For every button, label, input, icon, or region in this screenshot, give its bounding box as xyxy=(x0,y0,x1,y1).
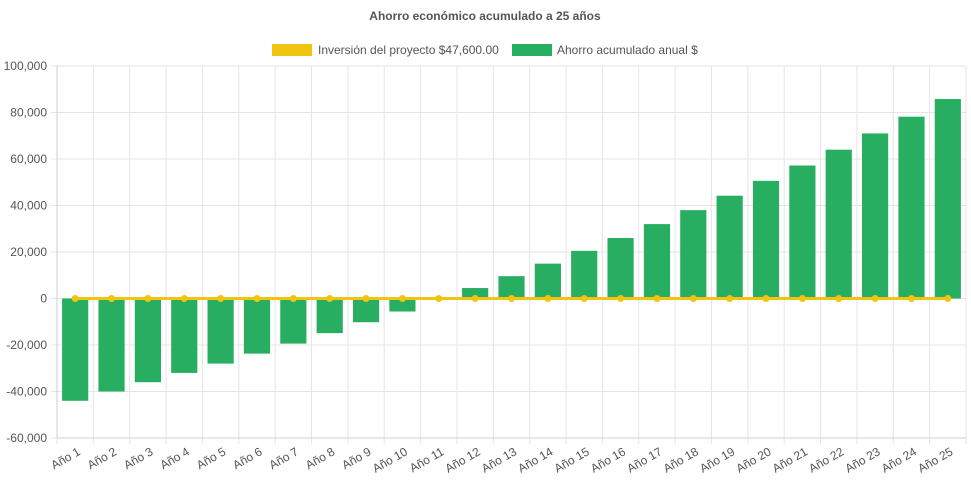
x-tick-label: Año 13 xyxy=(479,444,519,475)
bar-21[interactable] xyxy=(789,165,816,299)
bar-12[interactable] xyxy=(462,288,489,299)
x-tick-label: Año 20 xyxy=(734,444,774,475)
x-tick-label: Año 3 xyxy=(121,444,155,472)
legend-swatch-1[interactable] xyxy=(512,44,552,56)
x-tick-label: Año 10 xyxy=(370,444,410,475)
x-tick-label: Año 19 xyxy=(697,444,737,475)
line-point-13[interactable] xyxy=(508,295,515,302)
bar-8[interactable] xyxy=(316,298,343,334)
bar-14[interactable] xyxy=(534,263,561,299)
x-tick-label: Año 6 xyxy=(230,444,264,472)
bar-series xyxy=(62,99,961,401)
chart-title: Ahorro económico acumulado a 25 años xyxy=(369,9,601,23)
bar-6[interactable] xyxy=(243,298,271,354)
x-tick-label: Año 17 xyxy=(624,444,664,475)
line-point-10[interactable] xyxy=(398,295,406,302)
line-point-3[interactable] xyxy=(144,295,152,302)
bar-2[interactable] xyxy=(98,298,125,392)
line-series xyxy=(71,295,952,302)
x-tick-label: Año 24 xyxy=(879,444,919,475)
x-tick-label: Año 8 xyxy=(303,444,337,472)
x-tick-label: Año 16 xyxy=(588,444,628,475)
line-point-2[interactable] xyxy=(108,295,116,302)
bar-9[interactable] xyxy=(352,298,380,323)
x-tick-label: Año 5 xyxy=(194,444,228,472)
line-point-8[interactable] xyxy=(326,295,334,302)
y-tick-label: 100,000 xyxy=(4,59,48,73)
x-tick-label: Año 4 xyxy=(158,444,192,472)
line-point-9[interactable] xyxy=(362,295,370,302)
y-tick-label: 20,000 xyxy=(10,245,47,259)
line-point-21[interactable] xyxy=(798,295,806,302)
bar-24[interactable] xyxy=(898,116,925,299)
line-point-20[interactable] xyxy=(762,295,770,302)
line-point-4[interactable] xyxy=(180,295,188,302)
x-tick-label: Año 1 xyxy=(49,444,83,472)
bar-22[interactable] xyxy=(825,149,852,299)
bar-10[interactable] xyxy=(389,298,416,312)
line-point-15[interactable] xyxy=(580,295,588,302)
line-point-1[interactable] xyxy=(71,295,79,302)
line-point-22[interactable] xyxy=(835,295,843,302)
bar-4[interactable] xyxy=(171,298,198,373)
legend-swatch-0[interactable] xyxy=(272,44,312,56)
bar-3[interactable] xyxy=(134,298,161,383)
bar-15[interactable] xyxy=(571,250,598,299)
bar-23[interactable] xyxy=(862,133,889,299)
y-tick-label: 0 xyxy=(40,292,47,306)
line-point-19[interactable] xyxy=(726,295,734,302)
y-tick-label: -40,000 xyxy=(6,385,47,399)
line-point-24[interactable] xyxy=(907,295,915,302)
line-point-25[interactable] xyxy=(944,295,952,302)
x-tick-label: Año 22 xyxy=(806,444,846,475)
bar-16[interactable] xyxy=(607,238,634,299)
x-tick-label: Año 14 xyxy=(515,444,555,475)
x-tick-label: Año 11 xyxy=(407,444,446,475)
x-axis: Año 1 Año 2 Año 3 Año 4 Año 5 Año 6 Año 7 Año 8… xyxy=(49,444,956,475)
line-point-11[interactable] xyxy=(435,295,443,302)
x-tick-label: Año 21 xyxy=(770,444,810,475)
y-tick-label: -60,000 xyxy=(6,431,47,445)
bar-13[interactable] xyxy=(498,276,525,299)
bar-25[interactable] xyxy=(934,99,961,299)
line-point-16[interactable] xyxy=(617,295,625,302)
line-point-12[interactable] xyxy=(471,295,479,302)
bar-20[interactable] xyxy=(752,180,780,299)
y-tick-label: 40,000 xyxy=(10,199,47,213)
x-tick-label: Año 7 xyxy=(267,444,301,472)
x-tick-label: Año 12 xyxy=(443,444,483,475)
y-tick-label: 60,000 xyxy=(10,152,47,166)
line-point-14[interactable] xyxy=(544,295,552,302)
x-tick-label: Año 15 xyxy=(552,444,592,475)
legend-label-0[interactable]: Inversión del proyecto $47,600.00 xyxy=(318,43,499,57)
bar-1[interactable] xyxy=(62,298,89,401)
x-tick-label: Año 25 xyxy=(915,444,955,475)
legend: Inversión del proyecto $47,600.00 Ahorro … xyxy=(272,43,698,57)
y-tick-label: 80,000 xyxy=(10,106,47,120)
y-tick-label: -20,000 xyxy=(6,338,47,352)
x-tick-label: Año 2 xyxy=(85,444,119,472)
line-point-7[interactable] xyxy=(289,295,297,302)
bar-7[interactable] xyxy=(280,298,307,344)
legend-label-1[interactable]: Ahorro acumulado anual $ xyxy=(557,43,698,57)
bar-5[interactable] xyxy=(207,298,234,364)
x-tick-label: Año 18 xyxy=(661,444,701,475)
line-point-17[interactable] xyxy=(653,295,661,302)
bar-17[interactable] xyxy=(643,224,671,299)
bar-19[interactable] xyxy=(716,195,743,299)
line-point-6[interactable] xyxy=(253,295,261,302)
line-point-18[interactable] xyxy=(689,295,697,302)
line-point-23[interactable] xyxy=(871,295,879,302)
y-axis: 100,000 80,000 60,000 40,000 20,000 0 -20,000 -… xyxy=(4,59,48,445)
x-tick-label: Año 23 xyxy=(843,444,883,475)
bar-18[interactable] xyxy=(680,210,707,299)
x-tick-label: Año 9 xyxy=(339,444,373,472)
line-point-5[interactable] xyxy=(217,295,225,302)
